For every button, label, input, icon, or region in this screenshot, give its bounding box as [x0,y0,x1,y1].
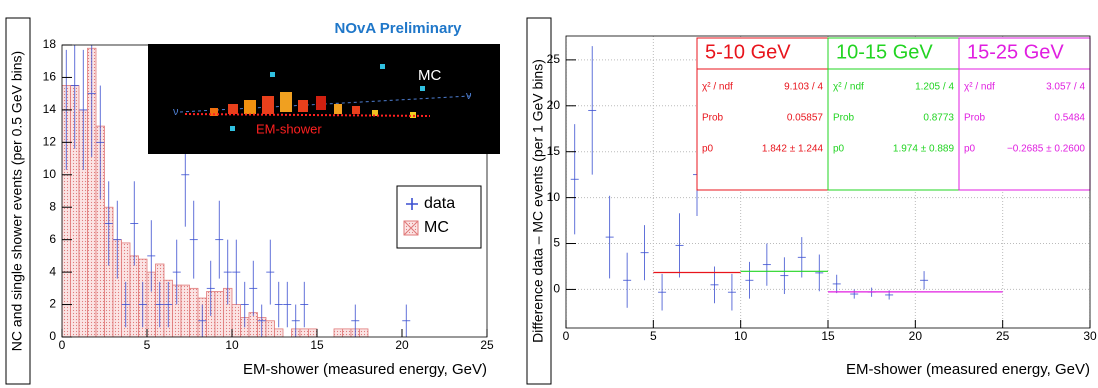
stats-value: 1.842 ± 1.244 [762,144,824,155]
stats-box: 5-10 GeV χ² / ndf 9.103 / 4 Prob 0.05857 p0 1.… [697,38,828,190]
stats-value: −0.2685 ± 0.2600 [1007,144,1085,155]
x-tick-label: 30 [1083,329,1097,343]
histogram-bar [215,292,224,337]
stats-label: χ² / ndf [702,82,733,93]
stats-label: p0 [702,144,714,155]
x-tick-label: 0 [59,338,66,352]
stats-value: 1.974 ± 0.889 [893,144,955,155]
y-tick-label: 5 [553,236,560,250]
stats-title: 10-15 GeV [836,41,933,63]
x-tick-label: 15 [310,338,324,352]
chart-title: NOvA Preliminary [335,20,463,37]
histogram-bar [300,329,309,337]
stats-value: 0.5484 [1054,113,1085,124]
stats-label: χ² / ndf [833,82,864,93]
figure: NOvA Preliminary MC data 0 5 10 15 20 25 0 2 4 6 8 10… [0,0,1098,388]
x-tick-label: 0 [563,329,570,343]
inset-label: ν [173,106,179,118]
legend: MC data [397,186,481,248]
y-tick-label: 14 [43,102,57,116]
histogram-bar [360,329,369,337]
histogram-bar [181,285,190,337]
y-tick-label: 2 [49,297,56,311]
stats-label: Prob [964,113,986,124]
x-tick-label: 25 [480,338,494,352]
stats-box: 10-15 GeV χ² / ndf 1.205 / 4 Prob 0.8773 p0 1.… [828,38,959,190]
y-tick-label: 20 [547,98,561,112]
y-tick-label: 0 [553,282,560,296]
y-tick-label: 10 [547,190,561,204]
stats-box: 15-25 GeV χ² / ndf 3.057 / 4 Prob 0.5484 p0 −0… [959,38,1090,190]
y-tick-label: 15 [547,144,561,158]
stats-value: 0.8773 [923,113,954,124]
legend-label: data [424,195,455,212]
inset-label: EM-shower [256,121,322,136]
histogram-bar [190,288,199,337]
histogram-bar [266,321,275,337]
histogram-bar [130,256,139,337]
x-tick-label: 10 [225,338,239,352]
x-axis-label: EM-shower (measured energy, GeV) [846,361,1090,378]
stats-value: 9.103 / 4 [784,82,823,93]
x-tick-label: 15 [821,329,835,343]
y-axis-label: NC and single shower events (per 0.5 GeV… [9,51,25,351]
histogram-bar [275,329,284,337]
x-tick-label: 10 [734,329,748,343]
histogram-bar [309,329,318,337]
x-tick-label: 5 [144,338,151,352]
y-tick-label: 8 [49,199,56,213]
x-tick-label: 20 [909,329,923,343]
y-tick-label: 12 [43,135,57,149]
stats-value: 3.057 / 4 [1046,82,1085,93]
x-axis-label: EM-shower (measured energy, GeV) [243,361,487,378]
stats-label: χ² / ndf [964,82,995,93]
y-tick-label: 6 [49,232,56,246]
y-axis-label: Difference data – MC events (per 1 GeV b… [530,59,546,343]
stats-label: Prob [702,113,724,124]
y-tick-label: 18 [43,37,57,51]
y-tick-label: 10 [43,167,57,181]
x-tick-label: 20 [395,338,409,352]
inset-label: ν [466,90,472,102]
stats-title: 5-10 GeV [705,41,791,63]
x-tick-label: 5 [650,329,657,343]
stats-title: 15-25 GeV [967,41,1064,63]
page: NOvA Preliminary MC data 0 5 10 15 20 25 0 2 4 6 8 10… [0,0,1098,388]
histogram-bar [232,305,241,337]
legend-label: MC [424,219,449,236]
inset-label: MC [418,67,441,84]
stats-value: 0.05857 [787,113,824,124]
y-tick-label: 16 [43,70,57,84]
y-tick-label: 25 [547,52,561,66]
y-tick-label: 0 [49,329,56,343]
histogram-bar [249,313,258,337]
x-tick-label: 25 [996,329,1010,343]
stats-label: p0 [964,144,976,155]
histogram-bar [343,329,352,337]
stats-label: p0 [833,144,845,155]
stats-value: 1.205 / 4 [915,82,954,93]
histogram-bar [334,329,343,337]
stats-label: Prob [833,113,855,124]
y-tick-label: 4 [49,264,56,278]
event-display-inset: MC EM-shower ν ν [148,44,500,154]
